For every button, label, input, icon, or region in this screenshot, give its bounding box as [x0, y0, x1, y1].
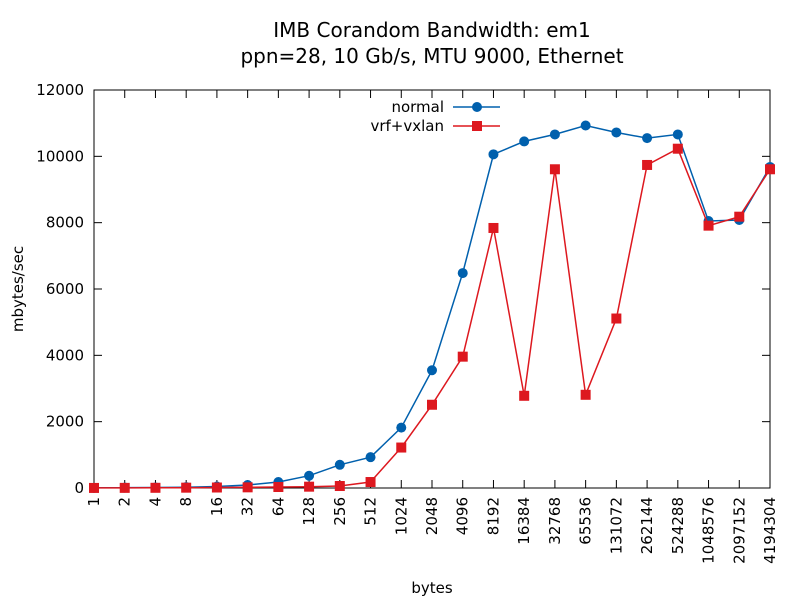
data-point [334, 481, 345, 492]
data-point [365, 452, 376, 463]
data-point [642, 133, 653, 144]
plot-frame [93, 89, 771, 489]
data-point [519, 136, 530, 147]
data-point [611, 313, 622, 324]
data-point [304, 481, 315, 492]
chart-subtitle: ppn=28, 10 Gb/s, MTU 9000, Ethernet [240, 44, 623, 68]
data-point [580, 389, 591, 400]
data-point [427, 365, 437, 376]
x-tick-label: 4 [146, 497, 164, 507]
data-point [703, 220, 714, 231]
data-point [304, 470, 315, 481]
x-tick-label: 512 [362, 497, 380, 526]
y-tick-label: 12000 [36, 81, 84, 99]
data-point [89, 482, 99, 493]
y-tick-label: 0 [74, 479, 84, 497]
y-axis-label: mbytes/sec [9, 246, 27, 332]
x-tick-label: 256 [331, 497, 349, 526]
data-point [457, 351, 468, 362]
chart-title: IMB Corandom Bandwidth: em1 [273, 18, 590, 42]
data-point [457, 268, 468, 279]
data-point [734, 211, 745, 222]
x-tick-label: 262144 [638, 497, 656, 554]
legend-label: vrf+vxlan [370, 117, 444, 135]
data-point [580, 120, 591, 131]
x-tick-label: 524288 [669, 497, 687, 554]
data-point [365, 477, 376, 488]
x-tick-label: 64 [269, 497, 287, 516]
x-tick-label: 2048 [423, 497, 441, 535]
data-point [396, 442, 407, 453]
x-tick-label: 8 [177, 497, 195, 507]
data-point [765, 164, 775, 175]
x-tick-label: 8192 [484, 497, 502, 535]
data-point [150, 482, 161, 493]
x-tick-label: 32768 [546, 497, 564, 545]
data-point [242, 482, 253, 493]
data-point [119, 482, 130, 493]
series-vrf-vxlan [89, 143, 775, 493]
legend-label: normal [391, 98, 444, 116]
x-tick-label: 1 [85, 497, 103, 507]
x-tick-label: 4096 [454, 497, 472, 535]
x-tick-label: 128 [300, 497, 318, 526]
data-point [611, 127, 622, 138]
y-tick-label: 10000 [36, 147, 84, 165]
data-point [488, 149, 499, 160]
series-line [94, 147, 771, 489]
x-axis-label: bytes [411, 579, 453, 597]
y-tick-label: 4000 [46, 346, 84, 364]
x-tick-label: 4194304 [761, 497, 779, 564]
plot-area: 0 2000 4000 6000 8000 10000 12000 1 2 4 8 16 32 64 128… [36, 81, 779, 564]
y-tick-label: 6000 [46, 280, 84, 298]
x-tick-label: 1024 [392, 497, 410, 535]
data-point [488, 222, 499, 233]
series-normal [89, 120, 775, 493]
data-point [519, 390, 530, 401]
data-point [672, 143, 683, 154]
data-point [211, 482, 222, 493]
data-point [427, 399, 437, 410]
legend-marker [472, 102, 482, 112]
x-tick-label: 16 [208, 497, 226, 516]
data-point [672, 129, 683, 140]
data-point [549, 164, 560, 175]
data-point [642, 159, 653, 170]
y-tick-label: 8000 [46, 214, 84, 232]
x-tick-label: 16384 [515, 497, 533, 545]
series-line [93, 124, 771, 489]
legend-marker [472, 121, 482, 131]
x-tick-label: 1048576 [700, 497, 718, 564]
x-tick-label: 131072 [607, 497, 625, 554]
data-point [334, 459, 345, 470]
data-point [181, 482, 192, 493]
x-tick-label: 2097152 [730, 497, 748, 564]
y-tick-label: 2000 [46, 413, 84, 431]
data-point [273, 482, 284, 493]
data-point [396, 422, 407, 433]
x-tick-label: 65536 [577, 497, 595, 545]
x-tick-label: 32 [239, 497, 257, 516]
x-tick-label: 2 [116, 497, 134, 507]
data-point [549, 129, 560, 140]
